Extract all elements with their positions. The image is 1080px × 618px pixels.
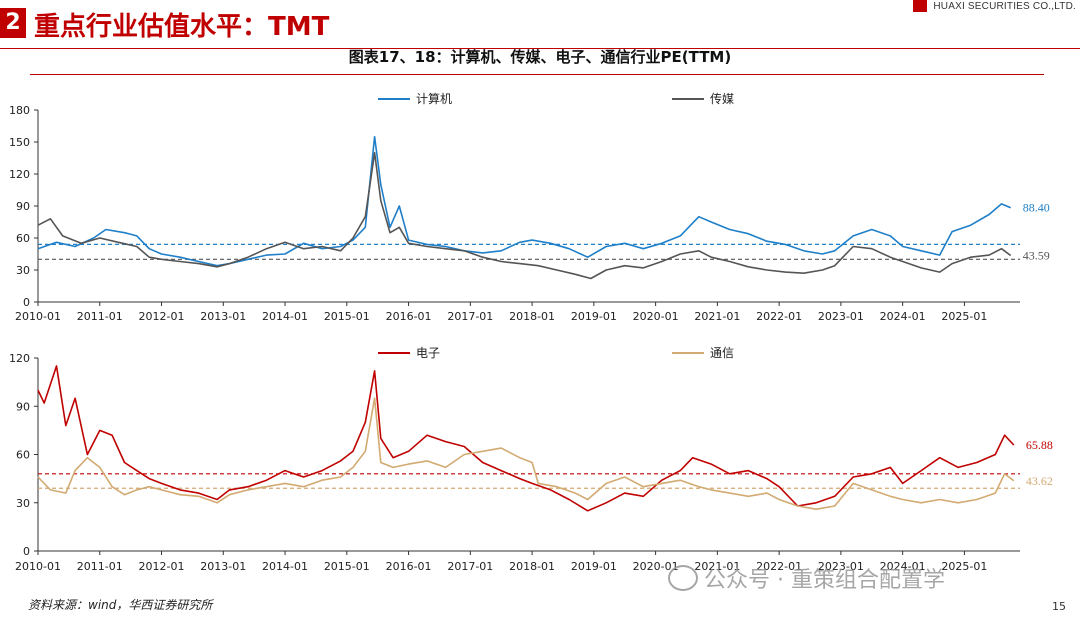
- x-tick-label: 2014-01: [262, 560, 308, 573]
- y-tick-label: 0: [23, 545, 30, 558]
- x-tick-label: 2012-01: [139, 310, 185, 323]
- x-tick-label: 2013-01: [200, 560, 246, 573]
- source-note: 资料来源：wind，华西证券研究所: [28, 598, 213, 612]
- x-tick-label: 2010-01: [15, 560, 61, 573]
- x-tick-label: 2010-01: [15, 310, 61, 323]
- company-logo: HUAXI SECURITIES CO.,LTD.: [913, 0, 1076, 12]
- end-value-label: 65.88: [1026, 438, 1053, 452]
- legend-label: 通信: [710, 346, 734, 360]
- title-divider: [0, 48, 1080, 49]
- x-tick-label: 2015-01: [324, 310, 370, 323]
- x-tick-label: 2018-01: [509, 560, 555, 573]
- x-tick-label: 2016-01: [386, 560, 432, 573]
- watermark-text: 公众号 · 重策组合配置学: [704, 568, 945, 593]
- x-tick-label: 2023-01: [818, 560, 864, 573]
- x-tick-label: 2022-01: [756, 310, 802, 323]
- figure-divider: [30, 74, 1044, 75]
- end-value-label: 43.59: [1023, 249, 1050, 263]
- figure-title: 图表17、18：计算机、传媒、电子、通信行业PE(TTM): [348, 48, 732, 66]
- company-name: HUAXI SECURITIES CO.,LTD.: [933, 0, 1076, 12]
- y-tick-label: 90: [16, 200, 30, 213]
- y-tick-label: 120: [9, 352, 30, 365]
- x-tick-label: 2025-01: [941, 560, 987, 573]
- series-line-media: [37, 151, 1012, 280]
- x-tick-label: 2018-01: [509, 310, 555, 323]
- x-tick-label: 2014-01: [262, 310, 308, 323]
- x-tick-label: 2012-01: [139, 560, 185, 573]
- x-tick-label: 2020-01: [633, 560, 679, 573]
- x-tick-label: 2019-01: [571, 560, 617, 573]
- x-tick-label: 2022-01: [756, 560, 802, 573]
- x-tick-label: 2021-01: [694, 310, 740, 323]
- wechat-icon: [668, 565, 698, 591]
- x-tick-label: 2020-01: [633, 310, 679, 323]
- legend-label: 电子: [416, 346, 440, 360]
- series-line-telecom: [37, 397, 1015, 510]
- x-tick-label: 2021-01: [694, 560, 740, 573]
- y-tick-label: 90: [16, 400, 30, 413]
- series-line-electronics: [37, 365, 1015, 512]
- x-tick-label: 2016-01: [386, 310, 432, 323]
- end-value-label: 88.40: [1023, 201, 1050, 215]
- x-tick-label: 2025-01: [941, 310, 987, 323]
- watermark: 公众号 · 重策组合配置学: [668, 562, 945, 594]
- page-number: 15: [1052, 600, 1066, 613]
- y-tick-label: 30: [16, 264, 30, 277]
- slide-title: 重点行业估值水平：TMT: [34, 12, 330, 42]
- series-line-computer: [37, 135, 1012, 267]
- end-value-label: 43.62: [1026, 474, 1053, 488]
- y-tick-label: 180: [9, 104, 30, 117]
- legend-label: 传媒: [710, 91, 734, 106]
- x-tick-label: 2011-01: [77, 560, 123, 573]
- x-tick-label: 2017-01: [447, 310, 493, 323]
- x-tick-label: 2013-01: [200, 310, 246, 323]
- y-tick-label: 60: [16, 449, 30, 462]
- x-tick-label: 2024-01: [880, 560, 926, 573]
- x-tick-label: 2011-01: [77, 310, 123, 323]
- y-tick-label: 30: [16, 497, 30, 510]
- y-tick-label: 150: [9, 136, 30, 149]
- section-number-badge: 2: [0, 8, 26, 38]
- x-tick-label: 2024-01: [880, 310, 926, 323]
- x-tick-label: 2023-01: [818, 310, 864, 323]
- x-tick-label: 2015-01: [324, 560, 370, 573]
- x-tick-label: 2017-01: [447, 560, 493, 573]
- legend-label: 计算机: [416, 91, 452, 106]
- logo-mark-icon: [913, 0, 928, 12]
- y-tick-label: 120: [9, 168, 30, 181]
- x-tick-label: 2019-01: [571, 310, 617, 323]
- y-tick-label: 0: [23, 296, 30, 309]
- y-tick-label: 60: [16, 232, 30, 245]
